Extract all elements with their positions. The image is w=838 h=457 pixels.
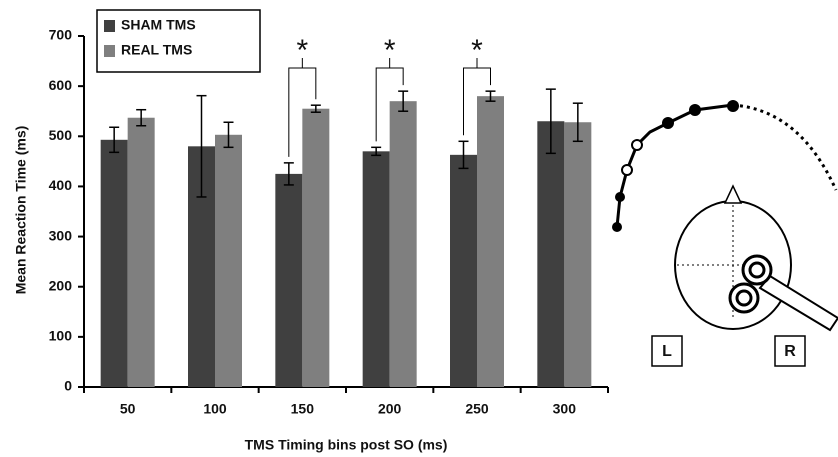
label-box bbox=[774, 335, 806, 367]
timeline-arc-dotted bbox=[732, 103, 838, 191]
x-tick-label: 250 bbox=[465, 401, 489, 417]
legend-swatch bbox=[104, 45, 115, 57]
bar bbox=[302, 108, 330, 387]
bar bbox=[450, 154, 477, 387]
x-tick-label: 300 bbox=[553, 401, 577, 417]
y-tick-label: 700 bbox=[49, 27, 73, 43]
hemisphere-label: R bbox=[784, 343, 796, 360]
y-axis-title: Mean Reaction Time (ms) bbox=[13, 126, 29, 295]
x-tick-label: 100 bbox=[203, 401, 227, 417]
bar bbox=[215, 134, 242, 387]
y-tick-label: 0 bbox=[64, 378, 72, 394]
timeline-dot bbox=[621, 164, 633, 176]
bar bbox=[389, 101, 417, 387]
label-box bbox=[651, 335, 683, 367]
legend-box bbox=[96, 9, 261, 73]
legend-label: REAL TMS bbox=[121, 42, 192, 58]
timeline-dot bbox=[612, 222, 622, 232]
y-tick-label: 400 bbox=[49, 177, 73, 193]
significance-label: * bbox=[296, 34, 308, 67]
x-tick-label: 50 bbox=[120, 401, 136, 417]
x-tick-label: 150 bbox=[291, 401, 315, 417]
nose bbox=[723, 184, 743, 204]
hemisphere-label: L bbox=[662, 343, 672, 360]
significance-label: * bbox=[471, 34, 483, 67]
head-diagram: L R bbox=[612, 100, 838, 367]
bar bbox=[362, 151, 390, 387]
y-tick-label: 600 bbox=[49, 77, 73, 93]
y-tick-label: 300 bbox=[49, 227, 73, 243]
x-tick-label: 200 bbox=[378, 401, 402, 417]
y-tick-label: 500 bbox=[49, 127, 73, 143]
significance-label: * bbox=[384, 34, 396, 67]
timeline-dot bbox=[631, 139, 643, 151]
timeline-dot bbox=[662, 117, 674, 129]
bar bbox=[275, 173, 303, 387]
y-tick-label: 200 bbox=[49, 277, 73, 293]
timeline-dot bbox=[689, 104, 701, 116]
bar bbox=[564, 122, 592, 387]
legend-label: SHAM TMS bbox=[121, 17, 196, 33]
timeline-dot bbox=[615, 192, 625, 202]
coil bbox=[735, 289, 753, 307]
bar bbox=[127, 117, 155, 388]
timeline-dot bbox=[727, 100, 739, 112]
bar bbox=[100, 139, 128, 387]
legend-swatch bbox=[104, 20, 115, 32]
bar bbox=[477, 96, 504, 388]
x-axis-title: TMS Timing bins post SO (ms) bbox=[245, 437, 448, 453]
coil bbox=[748, 261, 766, 279]
bar bbox=[537, 121, 565, 387]
y-tick-label: 100 bbox=[49, 328, 73, 344]
